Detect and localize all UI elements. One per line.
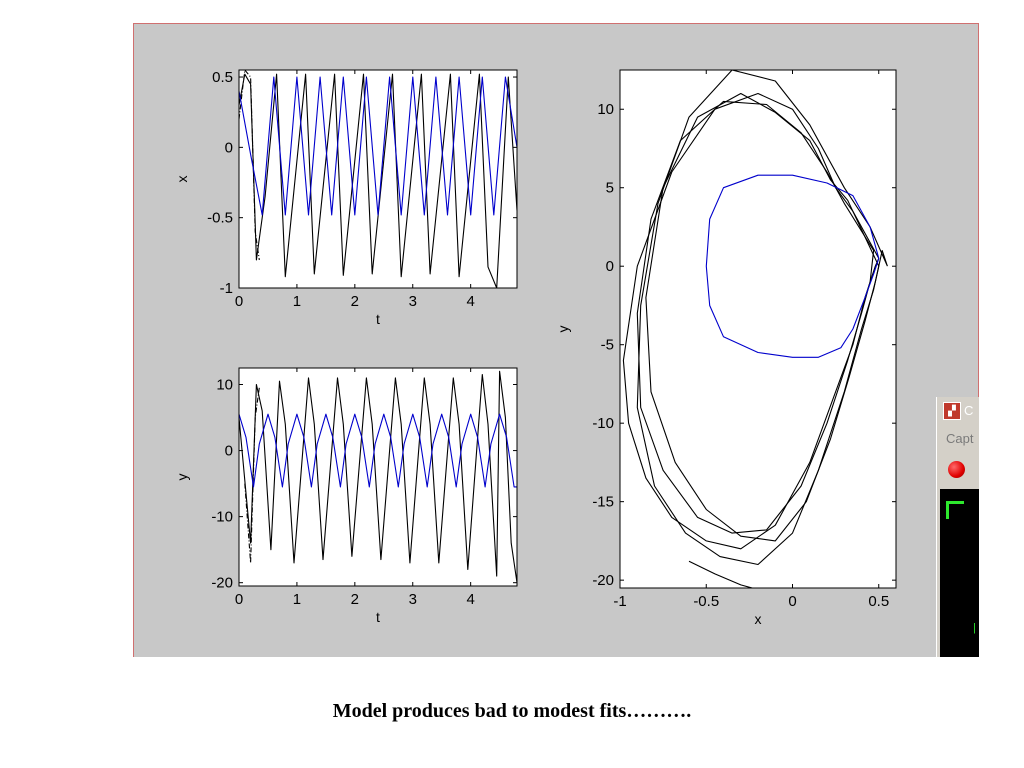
x-tick-label: -1 <box>613 593 626 610</box>
x-tick-label: -0.5 <box>693 593 719 610</box>
axes-3: -1 -0.5 0 0.5 -20 -15 -10 -5 0 5 10 x y <box>555 69 897 627</box>
x-tick-label: 0 <box>235 591 243 608</box>
record-icon[interactable] <box>948 461 965 478</box>
y-tick-label: 0 <box>225 443 233 460</box>
y-axis-label: x <box>174 176 190 183</box>
x-tick-label: 0.5 <box>868 593 889 610</box>
series-line-5 <box>688 560 755 588</box>
y-tick-label: -10 <box>211 509 233 526</box>
y-tick-label: -10 <box>592 415 614 432</box>
capture-menu-item[interactable]: Capt <box>946 431 974 446</box>
y-axis-label: y <box>174 474 190 481</box>
axes-frame <box>238 367 518 587</box>
x-axis-label: t <box>376 311 380 327</box>
x-tick-label: 3 <box>409 293 417 310</box>
x-axis-label: x <box>755 611 762 627</box>
axes-background <box>620 70 896 588</box>
y-tick-label: 0.5 <box>212 69 233 86</box>
series-line-2 <box>244 387 260 564</box>
capture-window[interactable]: ▞ C Capt | <box>936 397 979 657</box>
series-line-6 <box>705 174 880 358</box>
x-tick-label: 2 <box>351 591 359 608</box>
series-group <box>239 70 517 288</box>
series-line-4 <box>636 70 888 566</box>
figure-panel: 0 1 2 3 4 -1 -0.5 0 0.5 t x 0 1 2 3 4 -20 -10 0 10 t y -1 -0.5 0… <box>133 23 979 657</box>
axes-1: 0 1 2 3 4 -1 -0.5 0 0.5 t x <box>174 69 518 327</box>
series-line-3 <box>239 76 517 216</box>
y-tick-label: -1 <box>220 280 233 297</box>
x-tick-label: 0 <box>235 293 243 310</box>
capture-corner-marker <box>946 501 964 519</box>
axes-background <box>239 70 517 288</box>
x-tick-label: 4 <box>466 293 474 310</box>
x-tick-label: 3 <box>409 591 417 608</box>
series-line-3 <box>239 413 517 488</box>
y-tick-label: -5 <box>601 337 614 354</box>
slide-caption: Model produces bad to modest fits………. <box>332 700 692 722</box>
axes-background <box>239 368 517 586</box>
capture-titlebar[interactable]: ▞ C <box>937 397 979 425</box>
y-tick-label: -0.5 <box>207 210 233 227</box>
x-tick-label: 0 <box>788 593 796 610</box>
series-group <box>622 70 888 588</box>
x-axis-label: t <box>376 609 380 625</box>
y-axis-label: y <box>555 326 571 333</box>
y-tick-label: 0 <box>606 258 614 275</box>
x-tick-label: 2 <box>351 293 359 310</box>
x-tick-label: 4 <box>466 591 474 608</box>
series-line-1 <box>622 92 880 550</box>
series-group <box>239 370 517 583</box>
capture-green-mark: | <box>973 622 976 634</box>
film-clapper-icon: ▞ <box>943 402 961 420</box>
series-line-1 <box>239 370 517 583</box>
axes-frame <box>238 69 518 289</box>
x-tick-label: 1 <box>293 591 301 608</box>
capture-title: C <box>964 403 974 418</box>
series-line-1 <box>239 73 517 288</box>
y-tick-label: 5 <box>606 180 614 197</box>
y-tick-label: -20 <box>592 572 614 589</box>
x-tick-label: 1 <box>293 293 301 310</box>
y-tick-label: 10 <box>597 101 614 118</box>
y-tick-label: -15 <box>592 494 614 511</box>
y-tick-label: 10 <box>216 377 233 394</box>
y-tick-label: -20 <box>211 575 233 592</box>
axes-2: 0 1 2 3 4 -20 -10 0 10 t y <box>174 367 518 625</box>
axes-frame <box>619 69 897 589</box>
series-line-2 <box>239 70 260 260</box>
y-tick-label: 0 <box>225 139 233 156</box>
